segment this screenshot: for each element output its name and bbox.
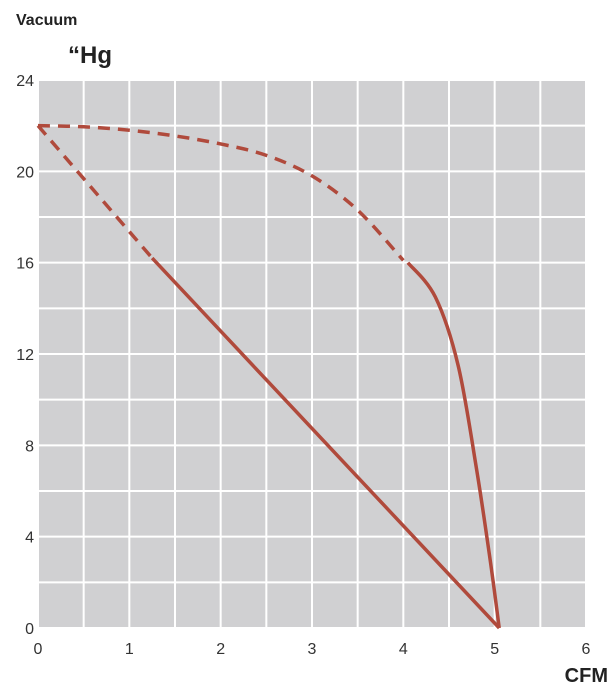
y-axis-unit: “Hg [68,42,112,69]
y-tick-label: 8 [25,438,34,455]
series-line-dashed [36,124,154,260]
x-tick-label: 5 [490,641,499,658]
x-tick-label: 2 [216,641,225,658]
y-tick-label: 16 [16,256,34,273]
y-tick-label: 20 [16,164,34,181]
y-axis-title: Vacuum [16,12,77,29]
x-tick-label: 1 [125,641,134,658]
y-tick-label: 4 [25,530,34,547]
x-tick-label: 4 [399,641,408,658]
y-tick-label: 12 [16,347,34,364]
x-tick-label: 6 [582,641,591,658]
series-line-solid [406,261,501,629]
series-line-dashed [37,123,405,262]
x-tick-label: 0 [34,641,43,658]
y-tick-label: 0 [25,621,34,638]
y-tick-label: 24 [16,73,34,90]
x-tick-label: 3 [308,641,317,658]
x-axis-title: CFM [565,665,608,687]
series-line-solid [150,256,501,630]
